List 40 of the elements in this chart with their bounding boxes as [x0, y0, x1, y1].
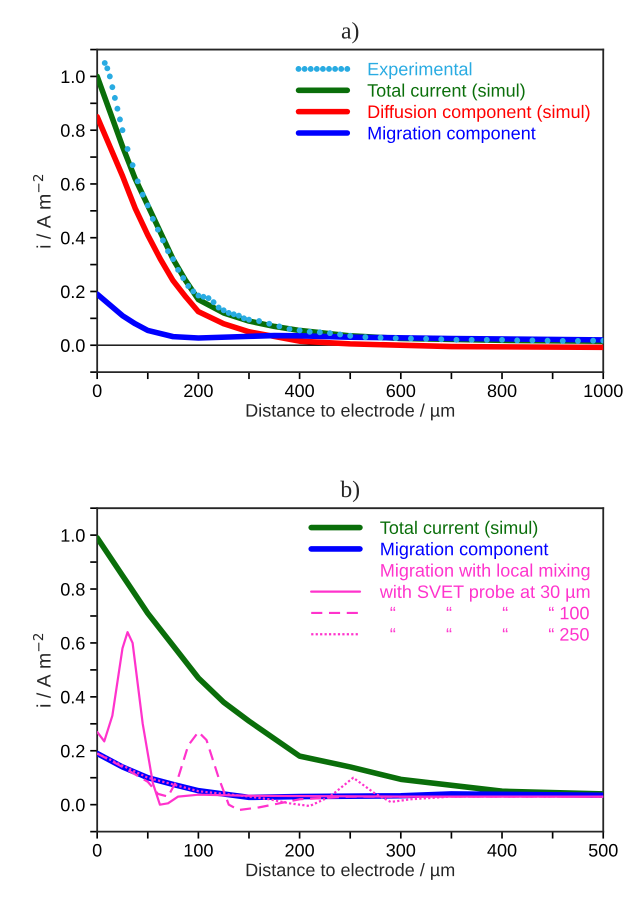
y-tick-label: 0.2	[60, 285, 84, 298]
x-tick-label: 400	[284, 384, 314, 398]
y-tick-label: 0.0	[60, 339, 85, 352]
y-tick-label: 0.6	[60, 636, 85, 650]
x-tick-label: 1000	[584, 384, 623, 398]
annotation: Migration with local mixing	[381, 563, 590, 580]
y-axis-title: i / A m$^{−2}$	[32, 634, 51, 707]
y-tick-label: 1.0	[62, 529, 85, 542]
legend-label: “ “ “ “ 250	[390, 628, 589, 641]
y-tick-label: 0.4	[60, 690, 85, 704]
y-tick-label: 0.4	[60, 232, 85, 244]
chart-title: b)	[340, 480, 359, 502]
x-axis-title: Distance to electrode / µm	[246, 863, 454, 880]
y-tick-label: 0.8	[60, 582, 85, 596]
legend-label: Migration component	[381, 542, 548, 559]
y-tick-label: 1.0	[62, 70, 85, 84]
legend-label: Migration component	[368, 126, 536, 144]
legend-label: with SVET probe at 30 µm	[380, 584, 590, 602]
chart-title: a)	[342, 22, 358, 44]
legend-label: Total current (simul)	[368, 84, 525, 100]
x-tick-label: 200	[184, 384, 213, 398]
x-tick-label: 600	[386, 384, 416, 398]
x-tick-label: 100	[184, 844, 213, 857]
legend-label: Diffusion component (simul)	[368, 104, 590, 122]
x-tick-label: 300	[386, 844, 416, 857]
legend-label: Experimental	[368, 62, 472, 80]
x-tick-label: 800	[488, 384, 516, 398]
y-tick-label: 0.8	[60, 124, 85, 137]
x-tick-label: 400	[487, 844, 516, 857]
y-axis-title: i / A m$^{−2}$	[32, 174, 51, 248]
x-axis-title: Distance to electrode / µm	[246, 404, 454, 420]
x-tick-label: 0	[92, 844, 102, 857]
x-tick-label: 500	[588, 844, 618, 857]
legend-label: Total current (simul)	[380, 520, 538, 538]
y-tick-label: 0.6	[60, 178, 85, 191]
legend-label: “ “ “ “ 100	[390, 606, 589, 620]
x-tick-label: 200	[285, 844, 314, 857]
y-tick-label: 0.0	[60, 798, 85, 812]
y-tick-label: 0.2	[60, 744, 84, 758]
x-tick-label: 0	[92, 384, 102, 398]
